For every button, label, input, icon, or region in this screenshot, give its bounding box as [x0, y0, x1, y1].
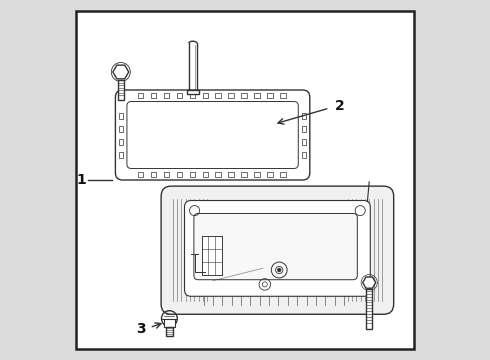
FancyBboxPatch shape [185, 201, 370, 296]
Bar [302, 139, 306, 145]
Bar [119, 126, 123, 132]
FancyBboxPatch shape [127, 102, 298, 168]
Bar [302, 126, 306, 132]
Bar [202, 236, 221, 275]
Bar [138, 172, 144, 177]
Bar [151, 172, 156, 177]
Bar [366, 289, 372, 329]
Bar [268, 93, 273, 98]
Bar [164, 93, 170, 98]
FancyBboxPatch shape [116, 90, 310, 180]
Bar [280, 172, 286, 177]
Polygon shape [113, 65, 129, 79]
Bar [176, 93, 182, 98]
Bar [228, 172, 234, 177]
Bar [254, 93, 260, 98]
Polygon shape [363, 277, 376, 288]
Bar [138, 93, 144, 98]
Text: 1: 1 [77, 173, 87, 187]
Bar [190, 172, 196, 177]
Bar [242, 172, 247, 177]
Bar [302, 113, 306, 119]
FancyBboxPatch shape [76, 11, 414, 349]
Bar [216, 93, 221, 98]
Bar [166, 327, 173, 336]
Bar [268, 172, 273, 177]
Bar [164, 172, 170, 177]
Bar [242, 93, 247, 98]
Bar [216, 172, 221, 177]
Circle shape [278, 269, 281, 271]
Text: 3: 3 [136, 322, 146, 336]
Bar [254, 172, 260, 177]
Bar [187, 90, 198, 94]
Bar [202, 93, 208, 98]
Bar [119, 113, 123, 119]
Bar [190, 93, 196, 98]
Bar [280, 93, 286, 98]
Bar [228, 93, 234, 98]
Bar [119, 139, 123, 145]
Bar [119, 152, 123, 158]
Bar [176, 172, 182, 177]
FancyBboxPatch shape [161, 186, 393, 314]
Bar [164, 319, 175, 327]
Bar [302, 152, 306, 158]
Bar [118, 80, 123, 100]
Bar [202, 172, 208, 177]
Bar [151, 93, 156, 98]
FancyBboxPatch shape [194, 213, 357, 280]
Text: 2: 2 [335, 99, 345, 113]
